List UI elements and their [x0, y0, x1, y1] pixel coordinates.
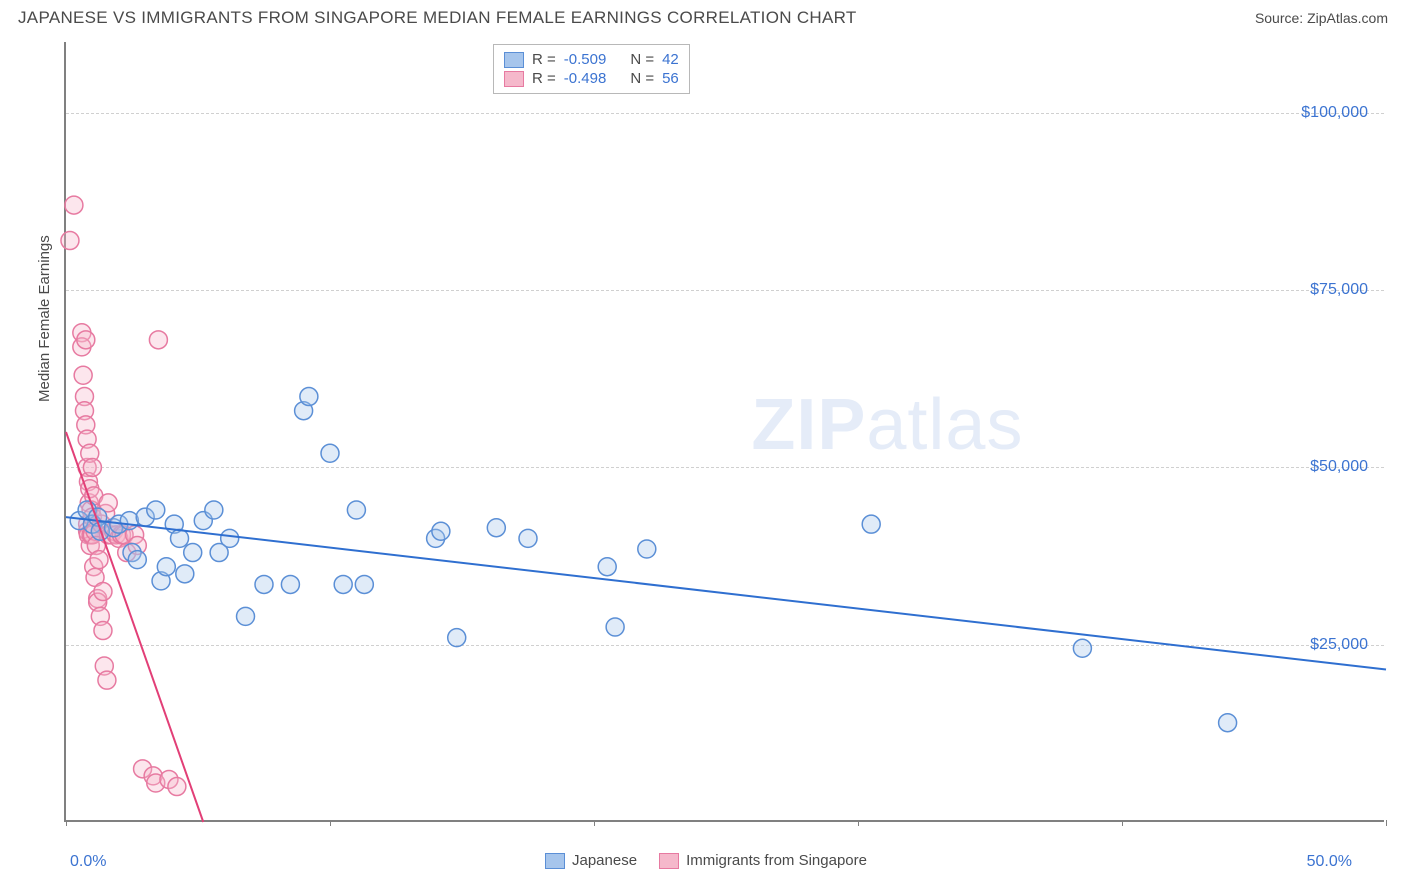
scatter-point	[862, 515, 880, 533]
scatter-point	[176, 565, 194, 583]
scatter-point	[157, 558, 175, 576]
r-value-singapore: -0.498	[564, 70, 607, 87]
scatter-point	[638, 540, 656, 558]
scatter-point	[149, 331, 167, 349]
n-prefix: N =	[630, 51, 654, 68]
correlation-legend: R = -0.509 N = 42 R = -0.498 N = 56	[493, 44, 690, 94]
scatter-point	[606, 618, 624, 636]
scatter-point	[128, 551, 146, 569]
scatter-point	[598, 558, 616, 576]
scatter-point	[300, 388, 318, 406]
r-prefix-2: R =	[532, 70, 556, 87]
r-prefix: R =	[532, 51, 556, 68]
scatter-point	[237, 607, 255, 625]
n-value-singapore: 56	[662, 70, 679, 87]
scatter-point	[255, 575, 273, 593]
scatter-point	[94, 622, 112, 640]
chart-header: JAPANESE VS IMMIGRANTS FROM SINGAPORE ME…	[0, 0, 1406, 30]
scatter-point	[184, 544, 202, 562]
x-tick	[594, 820, 595, 826]
swatch-singapore-bottom	[659, 853, 679, 869]
x-tick	[1386, 820, 1387, 826]
swatch-japanese	[504, 52, 524, 68]
legend-label-singapore: Immigrants from Singapore	[686, 852, 867, 869]
x-axis-max-label: 50.0%	[1307, 853, 1352, 871]
scatter-point	[171, 529, 189, 547]
x-tick	[330, 820, 331, 826]
legend-label-japanese: Japanese	[572, 852, 637, 869]
scatter-point	[120, 512, 138, 530]
series-legend: Japanese Immigrants from Singapore	[545, 852, 867, 869]
scatter-point	[205, 501, 223, 519]
scatter-point	[519, 529, 537, 547]
n-prefix-2: N =	[630, 70, 654, 87]
scatter-plot-svg	[66, 42, 1384, 820]
scatter-point	[98, 671, 116, 689]
scatter-point	[487, 519, 505, 537]
swatch-singapore	[504, 71, 524, 87]
correlation-row-singapore: R = -0.498 N = 56	[504, 69, 679, 88]
legend-item-japanese: Japanese	[545, 852, 637, 869]
scatter-point	[321, 444, 339, 462]
scatter-point	[221, 529, 239, 547]
n-value-japanese: 42	[662, 51, 679, 68]
scatter-point	[355, 575, 373, 593]
scatter-point	[448, 629, 466, 647]
legend-item-singapore: Immigrants from Singapore	[659, 852, 867, 869]
scatter-point	[65, 196, 83, 214]
scatter-point	[168, 778, 186, 796]
scatter-point	[61, 232, 79, 250]
source-prefix: Source:	[1255, 10, 1307, 26]
source-name: ZipAtlas.com	[1307, 10, 1388, 26]
scatter-point	[94, 583, 112, 601]
x-axis-min-label: 0.0%	[70, 853, 106, 871]
chart-title: JAPANESE VS IMMIGRANTS FROM SINGAPORE ME…	[18, 8, 857, 28]
scatter-point	[83, 458, 101, 476]
y-axis-label: Median Female Earnings	[36, 235, 53, 402]
scatter-point	[281, 575, 299, 593]
scatter-point	[1219, 714, 1237, 732]
scatter-point	[334, 575, 352, 593]
scatter-point	[432, 522, 450, 540]
scatter-point	[90, 551, 108, 569]
scatter-point	[77, 331, 95, 349]
x-tick	[66, 820, 67, 826]
plot-area: ZIPatlas $25,000$50,000$75,000$100,000 R…	[64, 42, 1384, 822]
scatter-point	[347, 501, 365, 519]
swatch-japanese-bottom	[545, 853, 565, 869]
scatter-point	[147, 501, 165, 519]
chart-container: Median Female Earnings ZIPatlas $25,000$…	[50, 42, 1390, 847]
source-attribution: Source: ZipAtlas.com	[1255, 10, 1388, 26]
scatter-point	[1073, 639, 1091, 657]
correlation-row-japanese: R = -0.509 N = 42	[504, 50, 679, 69]
x-tick	[858, 820, 859, 826]
r-value-japanese: -0.509	[564, 51, 607, 68]
x-tick	[1122, 820, 1123, 826]
scatter-point	[74, 366, 92, 384]
